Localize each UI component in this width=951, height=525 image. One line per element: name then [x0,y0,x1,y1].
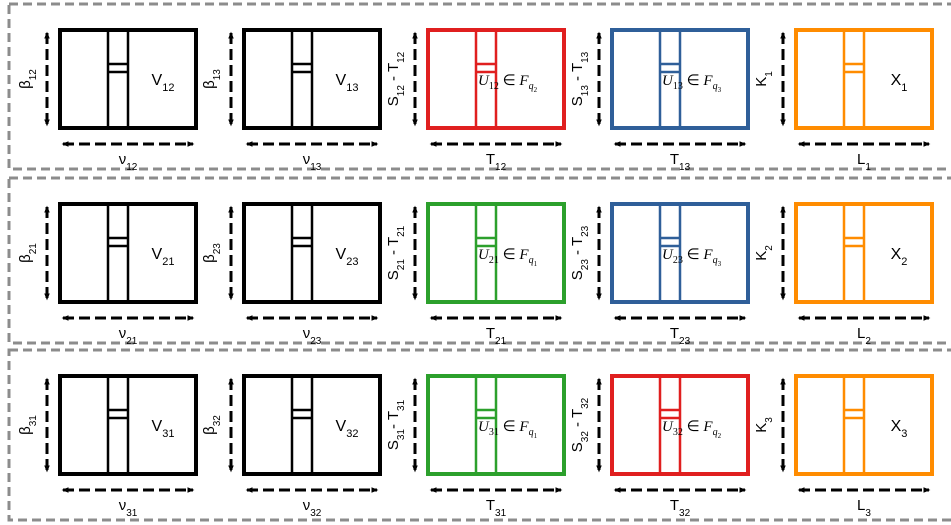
block-math-label: U21 ∈ Fq1 [478,247,538,268]
block-label: V21 [152,246,175,268]
height-label: K1 [753,71,775,87]
block-1-5: X1 K1 L1 [753,28,934,173]
height-label: S13 - T13 [569,51,591,106]
block-label: V31 [152,418,175,440]
group-frame-2 [7,176,951,345]
width-label: ν31 [119,497,138,519]
width-label: T12 [486,151,507,173]
width-label: T23 [670,325,691,347]
block-2-5: X2 K2 L2 [753,202,934,347]
height-label: S21 - T21 [385,225,407,280]
block-2-1: V21 β21 ν21 [17,202,198,347]
block-label: V12 [152,72,175,94]
width-label: T13 [670,151,691,173]
width-label: L2 [857,325,871,347]
height-label: K2 [753,245,775,261]
block-3-3: U31 ∈ Fq1 S31- T31 T31 [385,374,566,519]
height-label: S31- T31 [385,399,407,450]
width-label: T21 [486,325,507,347]
width-label: L3 [857,497,871,519]
block-1-3: U12 ∈ Fq2 S12 - T12 T12 [385,28,566,173]
block-math-label: U23 ∈ Fq3 [662,247,722,268]
block-label: V13 [336,72,359,94]
block-2-3: U21 ∈ Fq1 S21 - T21 T21 [385,202,566,347]
height-label: S32 - T32 [569,397,591,452]
width-label: ν12 [119,151,138,173]
block-1-2: V13 β13 ν13 [201,28,382,173]
block-2-4: U23 ∈ Fq3 S23 - T23 T23 [569,202,750,347]
block-label: X3 [891,418,908,440]
width-label: ν13 [303,151,322,173]
block-label: V23 [336,246,359,268]
height-label: K3 [753,417,775,433]
width-label: L1 [857,151,871,173]
block-3-4: U32 ∈ Fq2 S32 - T32 T32 [569,374,750,519]
block-math-label: U32 ∈ Fq2 [662,419,722,440]
width-label: ν32 [303,497,322,519]
width-label: T31 [486,497,507,519]
height-label: β31 [17,415,39,435]
block-math-label: U31 ∈ Fq1 [478,419,538,440]
height-label: β13 [201,69,223,89]
block-3-2: V32 β32 ν32 [201,374,382,519]
height-label: β23 [201,243,223,263]
width-label: ν21 [119,325,138,347]
group-frame-1 [7,2,951,171]
block-label: V32 [336,418,359,440]
block-label: X1 [891,72,908,94]
block-2-2: V23 β23 ν23 [201,202,382,347]
block-label: X2 [891,246,908,268]
block-1-1: V12 β12 ν12 [17,28,198,173]
block-1-4: U13 ∈ Fq3 S13 - T13 T13 [569,28,750,173]
height-label: β21 [17,243,39,263]
block-math-label: U13 ∈ Fq3 [662,73,722,94]
width-label: ν23 [303,325,322,347]
group-frame-3 [7,348,951,522]
height-label: β12 [17,69,39,89]
block-math-label: U12 ∈ Fq2 [478,73,538,94]
height-label: S12 - T12 [385,51,407,106]
height-label: S23 - T23 [569,225,591,280]
block-3-1: V31 β31 ν31 [17,374,198,519]
height-label: β32 [201,415,223,435]
width-label: T32 [670,497,691,519]
block-3-5: X3 K3 L3 [753,374,934,519]
